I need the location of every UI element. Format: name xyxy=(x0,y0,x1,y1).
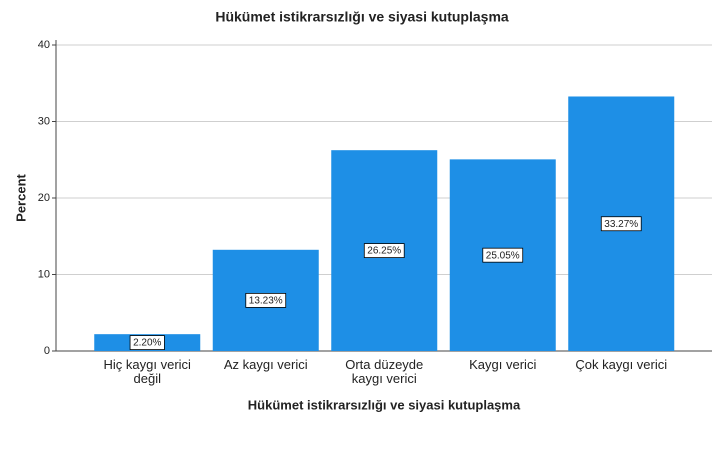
value-label-box xyxy=(245,292,287,308)
y-tick-label: 30 xyxy=(38,115,50,127)
x-tick-label: Çok kaygı verici xyxy=(575,357,668,372)
y-tick-label: 0 xyxy=(44,345,50,357)
value-label: 2.20% xyxy=(133,338,161,349)
x-tick-label: Orta düzeyde kaygı verici xyxy=(345,357,424,386)
value-label: 26.25% xyxy=(367,246,401,257)
value-label-group: 13.23% xyxy=(245,292,287,308)
value-label-box xyxy=(600,216,642,232)
value-label-group: 25.05% xyxy=(482,247,524,263)
value-label-box xyxy=(363,243,405,258)
y-axis-title: Percent xyxy=(13,173,28,221)
y-tick-label: 40 xyxy=(38,39,50,51)
value-label: 25.05% xyxy=(486,250,520,261)
x-tick-label: Az kaygı verici xyxy=(223,357,308,372)
value-label-group: 2.20% xyxy=(129,335,165,350)
y-tick-label: 20 xyxy=(38,192,50,204)
value-label-group: 26.25% xyxy=(363,243,405,258)
value-label-box xyxy=(129,335,165,350)
value-label-group: 33.27% xyxy=(600,216,642,232)
value-label: 13.23% xyxy=(249,296,283,307)
x-axis-title: Hükümet istikrarsızlığı ve siyasi kutupl… xyxy=(248,397,521,412)
value-label: 33.27% xyxy=(604,219,638,230)
chart-title: Hükümet istikrarsızlığı ve siyasi kutupl… xyxy=(215,9,509,25)
value-label-box xyxy=(482,247,524,263)
x-tick-label: Hiç kaygı verici değil xyxy=(103,357,191,386)
x-tick-label: Kaygı verici xyxy=(469,357,537,372)
y-tick-label: 10 xyxy=(38,268,50,280)
